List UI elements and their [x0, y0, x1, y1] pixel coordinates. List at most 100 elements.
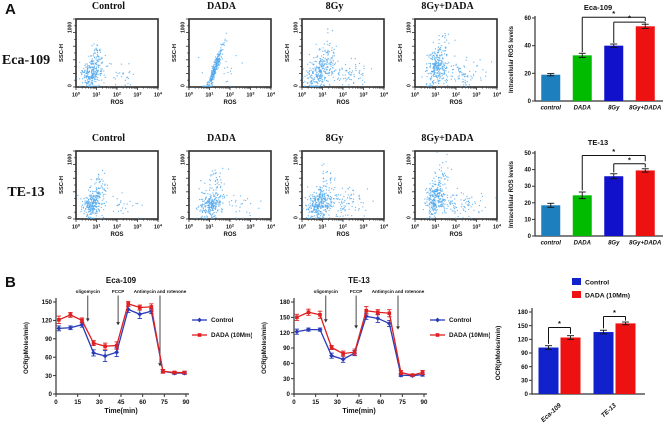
svg-text:TE-13: TE-13 [588, 138, 608, 147]
svg-text:20: 20 [524, 71, 531, 77]
svg-text:20: 20 [524, 201, 531, 207]
svg-text:100: 100 [72, 223, 80, 230]
svg-text:103: 103 [247, 223, 255, 230]
svg-text:OCR(pMoles/min): OCR(pMoles/min) [261, 322, 268, 374]
svg-text:101: 101 [206, 223, 214, 230]
svg-text:1000: 1000 [407, 154, 413, 165]
svg-text:0: 0 [528, 234, 532, 240]
svg-text:30: 30 [283, 376, 290, 383]
svg-text:30: 30 [45, 373, 52, 380]
row-label-eca109: Eca-109 [1, 53, 51, 68]
svg-text:0: 0 [68, 216, 74, 219]
svg-text:ROS: ROS [336, 100, 349, 106]
svg-text:DADA: DADA [574, 106, 591, 112]
svg-text:180: 180 [518, 309, 529, 316]
svg-text:OCR(pMoles/min): OCR(pMoles/min) [495, 326, 502, 381]
svg-text:102: 102 [226, 223, 234, 230]
svg-text:101: 101 [93, 223, 101, 230]
flow-scatter-te13-8gydada: 1000 0 SSC-H 100 101 102 103 104 ROS [398, 150, 502, 238]
svg-text:104: 104 [154, 223, 163, 230]
flow-cell: DADA 1000 0 SSC-H 100 101 102 103 104 ROS [165, 1, 278, 109]
line-chart-ocr-eca109: 0 30 60 90 120 150 0 15 30 45 60 75 90 Time(min) OCR(p… [23, 276, 252, 415]
condition-label: Control [91, 133, 126, 144]
svg-text:*: * [613, 308, 616, 317]
svg-text:90: 90 [521, 350, 528, 357]
flow-scatter-te13-dada: 1000 0 SSC-H 100 101 102 103 104 ROS [172, 150, 276, 238]
svg-text:SSC-H: SSC-H [172, 176, 178, 194]
svg-text:101: 101 [206, 91, 214, 98]
svg-text:8Gy: 8Gy [608, 241, 620, 247]
svg-text:*: * [628, 155, 631, 164]
svg-text:30: 30 [96, 399, 103, 406]
svg-text:45: 45 [356, 399, 363, 406]
svg-text:Control: Control [585, 280, 609, 287]
condition-label: 8Gy+DADA [421, 133, 474, 144]
svg-text:50: 50 [524, 151, 531, 157]
svg-text:1000: 1000 [294, 154, 300, 165]
svg-text:104: 104 [154, 91, 163, 98]
svg-text:102: 102 [113, 223, 121, 230]
svg-text:1000: 1000 [294, 22, 300, 33]
svg-text:104: 104 [267, 223, 276, 230]
svg-text:SSC-H: SSC-H [285, 176, 291, 194]
svg-text:0: 0 [54, 399, 58, 406]
svg-text:0: 0 [528, 99, 532, 105]
svg-text:Eca-109: Eca-109 [584, 3, 612, 12]
condition-label: Control [91, 1, 126, 12]
svg-text:102: 102 [339, 223, 347, 230]
svg-text:*: * [612, 147, 615, 156]
svg-text:60: 60 [377, 399, 384, 406]
svg-text:DADA (10Mm): DADA (10Mm) [449, 332, 490, 339]
svg-text:120: 120 [518, 337, 529, 344]
flow-cell: DADA 1000 0 SSC-H 100 101 102 103 104 ROS [165, 133, 278, 241]
row-label-te13: TE-13 [7, 185, 45, 200]
svg-text:DADA (10Mm): DADA (10Mm) [585, 293, 630, 300]
bar-chart-ros-eca109: 0 20 40 60 Intracellular ROS levels Eca-109 co… [509, 3, 663, 112]
svg-text:0: 0 [181, 216, 187, 219]
flow-scatter-te13-control: 1000 0 SSC-H 100 101 102 103 104 ROS [59, 150, 163, 238]
svg-text:15: 15 [312, 399, 319, 406]
svg-text:104: 104 [493, 91, 502, 98]
svg-text:100: 100 [185, 223, 193, 230]
svg-text:103: 103 [473, 91, 481, 98]
svg-text:SSC-H: SSC-H [398, 176, 404, 194]
flow-scatter-eca109-dada: 1000 0 SSC-H 100 101 102 103 104 ROS [172, 18, 276, 106]
condition-label: DADA [207, 133, 236, 144]
svg-text:0: 0 [407, 216, 413, 219]
flow-cell: 8Gy 1000 0 SSC-H 100 101 102 103 104 ROS [278, 133, 391, 241]
svg-text:90: 90 [421, 399, 428, 406]
svg-text:ROS: ROS [449, 232, 462, 238]
svg-text:103: 103 [134, 223, 142, 230]
svg-text:0: 0 [49, 391, 53, 398]
svg-text:Intracellular ROS levels: Intracellular ROS levels [509, 160, 515, 228]
svg-text:102: 102 [226, 91, 234, 98]
svg-text:30: 30 [334, 399, 341, 406]
svg-text:1000: 1000 [181, 22, 187, 33]
svg-text:75: 75 [161, 399, 168, 406]
flow-row-eca109: Control 1000 0 SSC-H 100 101 102 103 104 ROS DAD… [52, 1, 504, 109]
svg-text:30: 30 [521, 378, 528, 385]
svg-text:101: 101 [432, 91, 440, 98]
svg-text:0: 0 [287, 391, 291, 398]
svg-text:101: 101 [319, 223, 327, 230]
svg-text:Antimycin and rotenone: Antimycin and rotenone [134, 289, 187, 294]
svg-text:101: 101 [93, 91, 101, 98]
svg-text:ROS: ROS [110, 100, 123, 106]
svg-text:*: * [612, 9, 615, 18]
svg-text:101: 101 [432, 223, 440, 230]
svg-text:8Gy+DADA: 8Gy+DADA [629, 106, 661, 112]
svg-text:ROS: ROS [223, 100, 236, 106]
svg-text:60: 60 [45, 354, 52, 361]
svg-text:oligomycin: oligomycin [314, 289, 338, 294]
svg-text:104: 104 [267, 91, 276, 98]
svg-text:103: 103 [360, 91, 368, 98]
svg-text:0: 0 [68, 84, 74, 87]
svg-text:150: 150 [280, 315, 291, 322]
svg-text:60: 60 [524, 16, 531, 22]
svg-text:90: 90 [283, 345, 290, 352]
flow-cell: Control 1000 0 SSC-H 100 101 102 103 104 ROS [52, 1, 165, 109]
svg-text:ROS: ROS [110, 232, 123, 238]
condition-label: 8Gy [325, 1, 344, 12]
svg-text:60: 60 [139, 399, 146, 406]
